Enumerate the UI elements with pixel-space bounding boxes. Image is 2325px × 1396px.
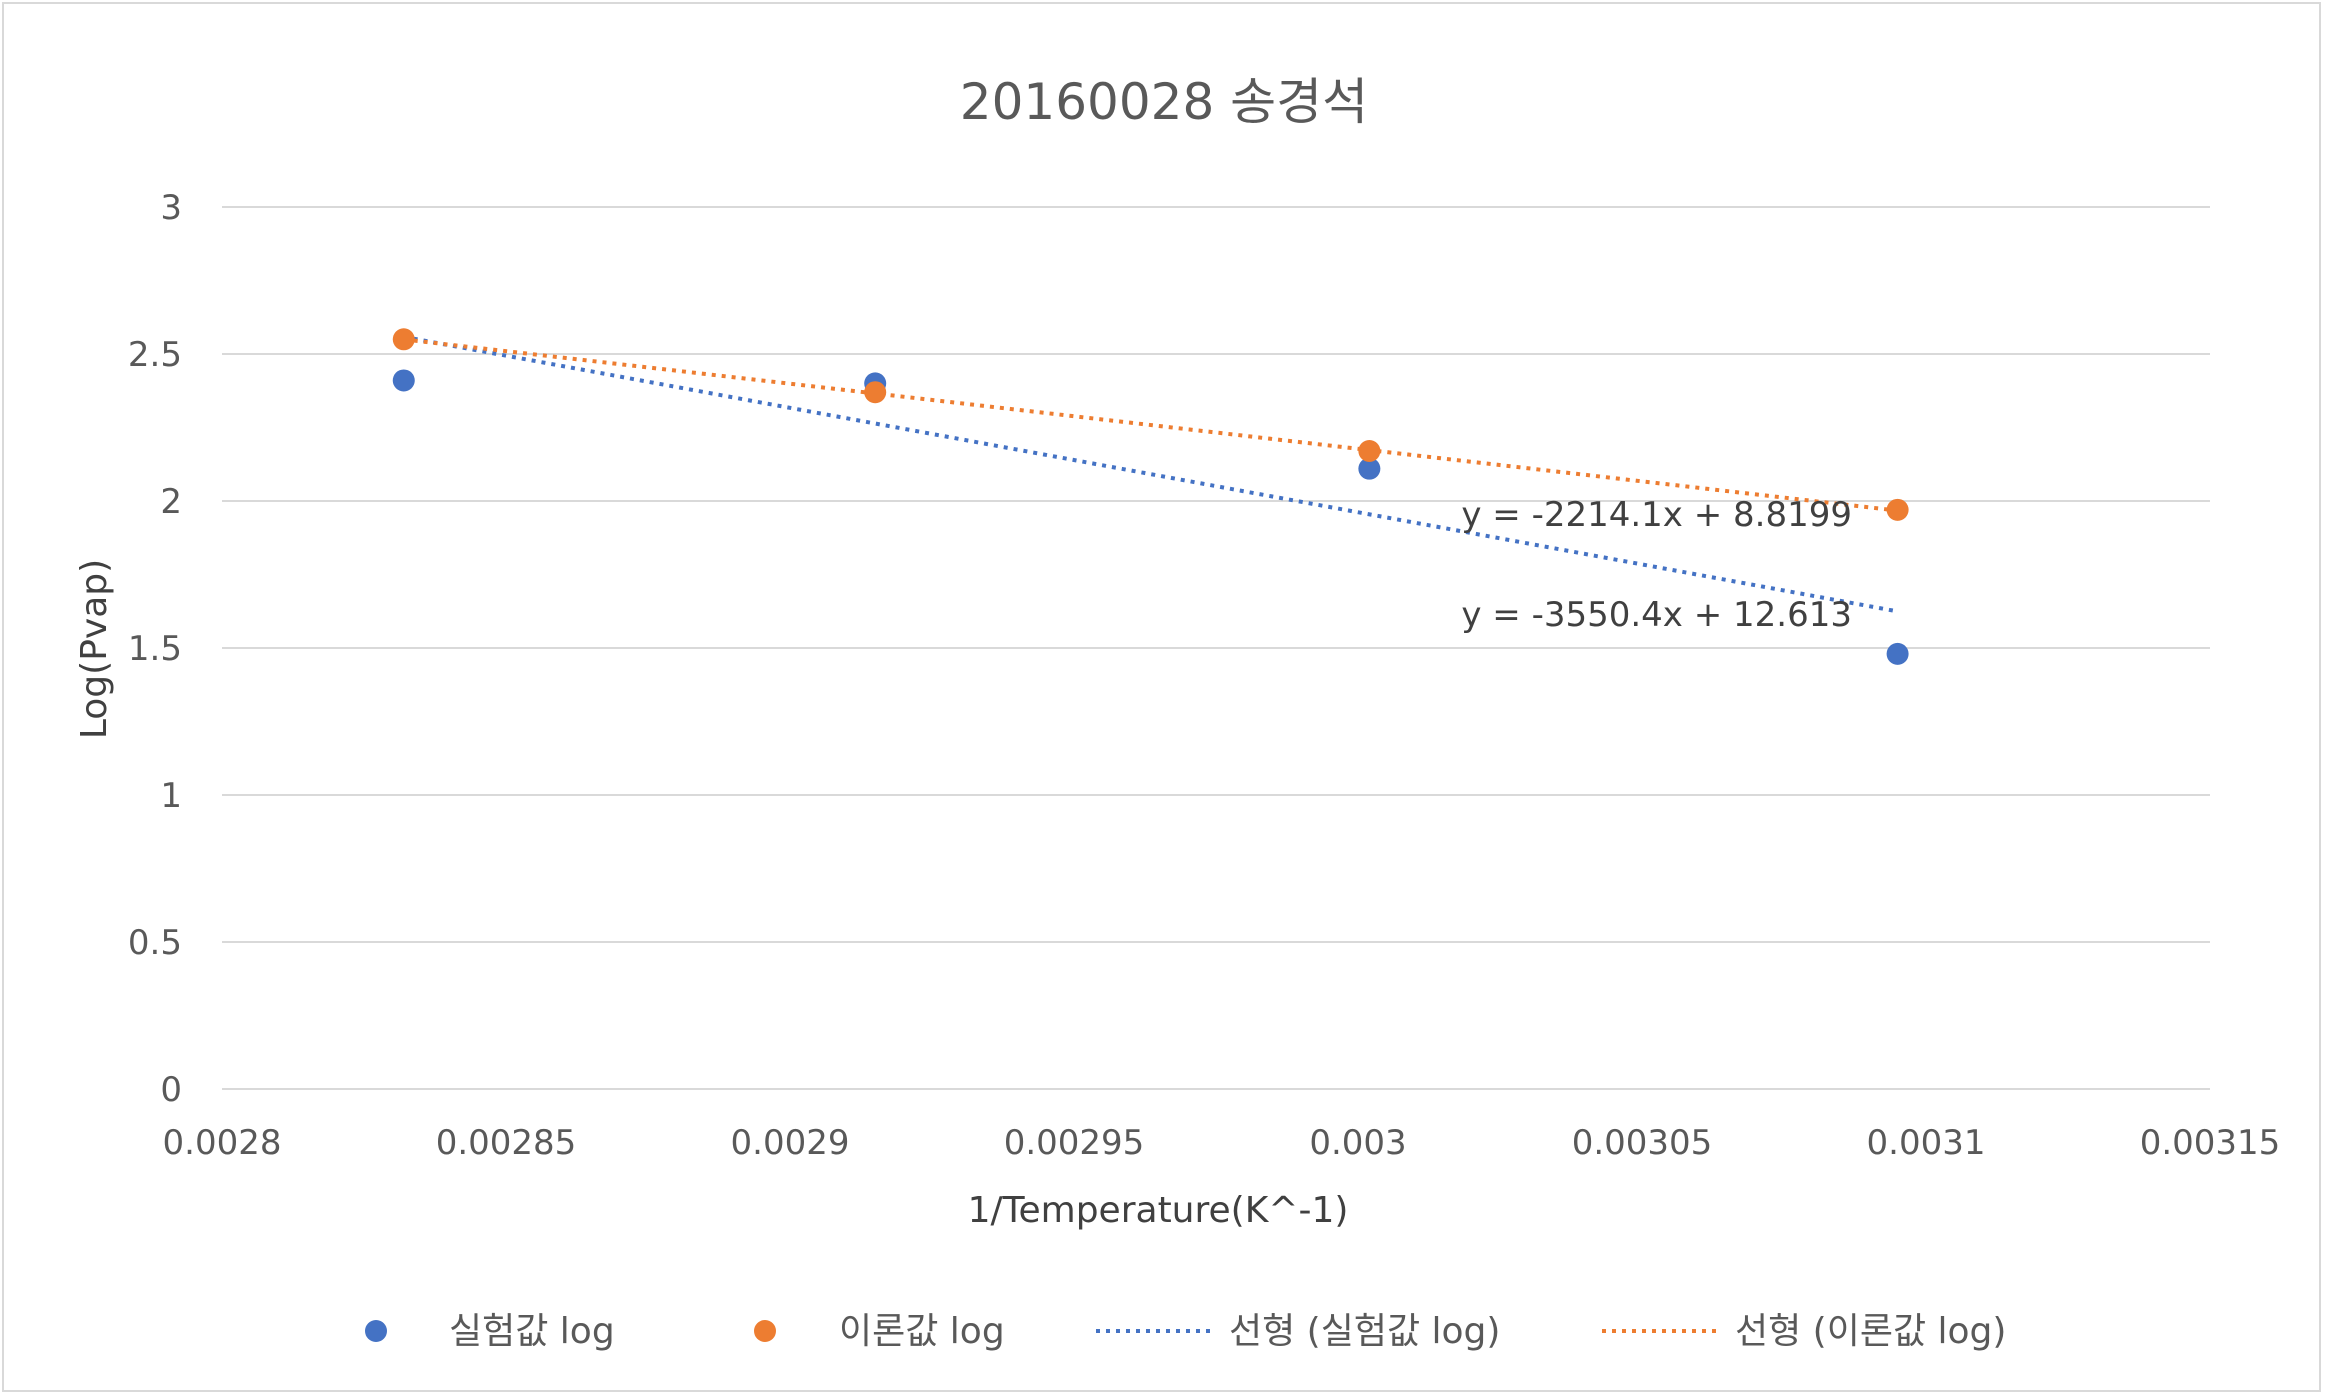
legend-label: 선형 (실험값 log) [1229,1311,1500,1352]
trendline [403,334,1898,614]
data-point [1358,440,1381,463]
data-point [1886,498,1909,521]
chart-title: 20160028 송경석 [960,73,1368,131]
legend-label: 선형 (이론값 log) [1735,1311,2006,1352]
data-points [392,328,1909,665]
x-tick-label: 0.00285 [436,1123,577,1163]
legend-marker [754,1320,776,1342]
legend-label: 실험값 log [449,1311,615,1352]
chart-svg: 20160028 송경석 0 0.5 1 1.5 2 2.5 3 0.0028 0.00285… [74,73,2281,1352]
y-tick-label: 0 [160,1070,182,1110]
x-tick-label: 0.0031 [1867,1123,1986,1163]
x-tick-label: 0.00315 [2140,1123,2281,1163]
data-point [1358,457,1381,480]
y-tick-label: 1.5 [128,629,182,669]
gridlines [222,206,2210,1090]
y-tick-labels: 0 0.5 1 1.5 2 2.5 3 [128,188,182,1110]
data-point [864,381,887,404]
x-tick-label: 0.003 [1309,1123,1406,1163]
x-tick-label: 0.0028 [163,1123,282,1163]
x-axis-title: 1/Temperature(K^-1) [968,1190,1349,1231]
legend: 실험값 log 이론값 log 선형 (실험값 log) 선형 (이론값 log) [365,1311,2006,1352]
trendline-equation: y = -2214.1x + 8.8199 [1461,495,1852,535]
data-point [1886,642,1909,665]
y-tick-label: 1 [160,776,182,816]
x-tick-label: 0.0029 [731,1123,850,1163]
x-tick-label: 0.00295 [1004,1123,1145,1163]
data-point [392,328,415,351]
y-tick-label: 3 [160,188,182,228]
y-tick-label: 2 [160,482,182,522]
x-tick-label: 0.00305 [1572,1123,1713,1163]
trendlines [403,334,1898,614]
y-tick-label: 2.5 [128,335,182,375]
trendline-equations: y = -3550.4x + 12.613 y = -2214.1x + 8.81… [1461,495,1852,635]
trendline-equation: y = -3550.4x + 12.613 [1461,595,1852,635]
legend-marker [365,1320,387,1342]
trendline [403,337,1898,513]
y-axis-title: Log(Pvap) [74,559,115,739]
x-tick-labels: 0.0028 0.00285 0.0029 0.00295 0.003 0.00305 0.… [163,1123,2281,1163]
y-tick-label: 0.5 [128,923,182,963]
data-point [392,369,415,392]
legend-label: 이론값 log [839,1311,1005,1352]
